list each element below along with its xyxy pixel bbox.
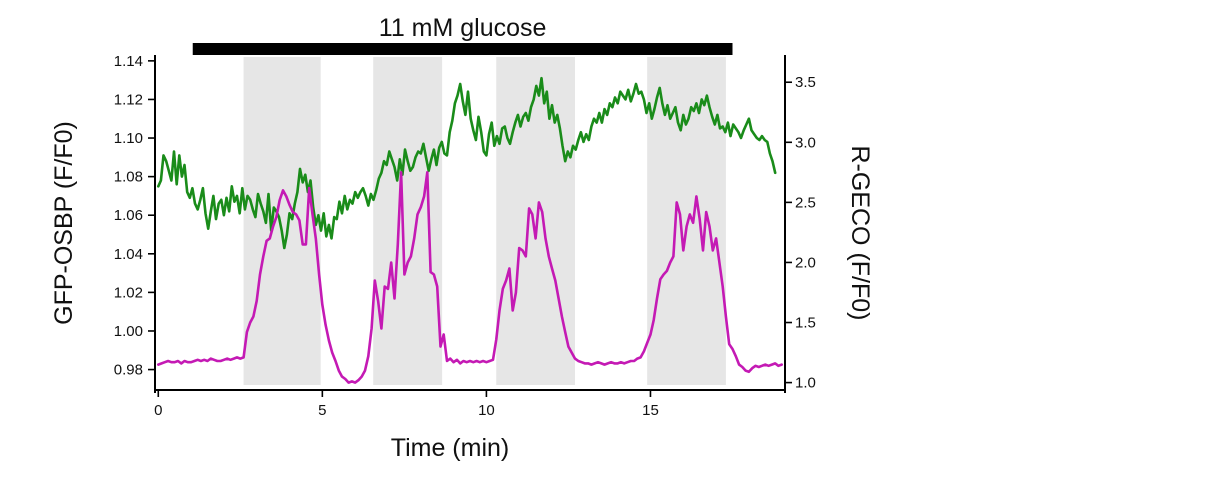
y-tick-label-left: 0.98 — [114, 362, 143, 379]
shaded-interval-3 — [496, 57, 575, 385]
y-tick-label-right: 2.5 — [795, 194, 816, 211]
y-tick-label-right: 3.5 — [795, 74, 816, 91]
y-tick-label-right: 2.0 — [795, 254, 816, 271]
y-tick-label-right: 1.0 — [795, 375, 816, 392]
y-tick-label-left: 1.06 — [114, 207, 143, 224]
y-tick-label-right: 1.5 — [795, 315, 816, 332]
shaded-interval-2 — [373, 57, 443, 385]
y-tick-label-left: 1.02 — [114, 284, 143, 301]
x-tick-label: 15 — [642, 402, 659, 419]
x-tick-label: 10 — [478, 402, 495, 419]
x-axis-title: Time (min) — [391, 434, 510, 462]
axes: 0.98 1.00 1.02 1.04 1.06 1.08 1.10 1.12 1.14 1.0 1… — [114, 53, 816, 419]
shaded-interval-1 — [243, 57, 321, 385]
x-tick-label: 0 — [154, 402, 162, 419]
y-tick-label-left: 1.10 — [114, 130, 143, 147]
y-tick-label-right: 3.0 — [795, 134, 816, 151]
shaded-interval-4 — [647, 57, 726, 385]
y-tick-label-left: 1.00 — [114, 323, 143, 340]
series-line-gfp-osbp — [157, 76, 777, 250]
y-tick-label-left: 1.14 — [114, 53, 143, 70]
stimulus-bar — [192, 43, 733, 55]
y-tick-label-left: 1.04 — [114, 246, 143, 263]
series-line-r-geco — [157, 171, 784, 384]
x-tick-label: 5 — [318, 402, 326, 419]
y-tick-label-left: 1.08 — [114, 169, 143, 186]
y-axis-title-left: GFP-OSBP (F/F0) — [50, 121, 78, 325]
shaded-intervals — [243, 57, 726, 385]
stimulus-label: 11 mM glucose — [379, 14, 547, 42]
y-tick-label-left: 1.12 — [114, 91, 143, 108]
series-lines — [157, 76, 784, 384]
y-axis-title-right: R-GECO (F/F0) — [846, 146, 874, 321]
